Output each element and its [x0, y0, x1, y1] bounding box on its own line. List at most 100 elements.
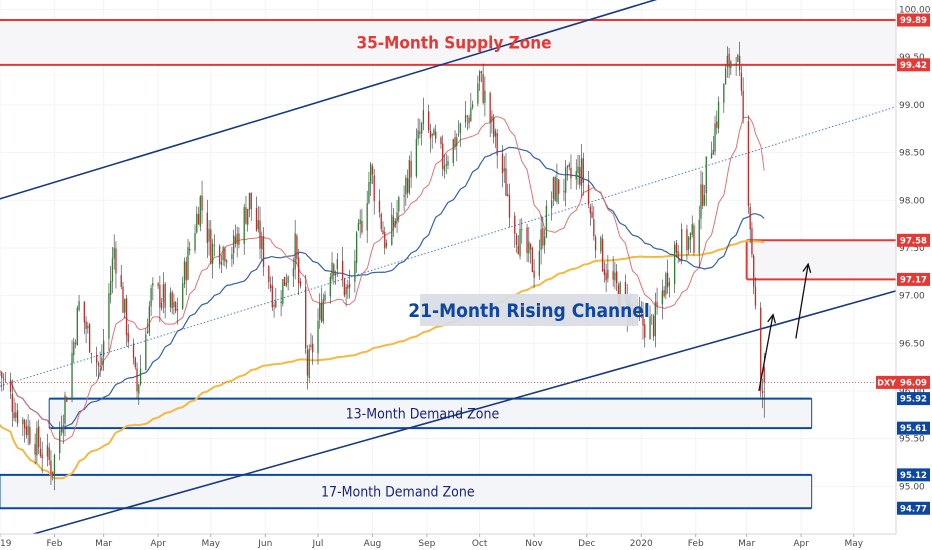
candle-body — [565, 167, 567, 193]
candle-body — [540, 229, 542, 250]
candle-body — [477, 83, 479, 104]
candle-body — [405, 177, 407, 195]
candle-body — [280, 301, 282, 304]
candle-body — [370, 164, 372, 184]
candle-body — [87, 325, 89, 329]
candle-body — [36, 427, 38, 456]
candle-body — [78, 301, 80, 310]
candle-body — [308, 349, 310, 378]
candle-body — [136, 368, 138, 392]
candle-body — [503, 168, 505, 172]
candle-body — [88, 324, 91, 353]
candle-body — [665, 273, 667, 295]
candle-body — [656, 301, 658, 307]
candle-body — [213, 244, 215, 246]
price-level-value: 97.17 — [900, 275, 927, 285]
candle-body — [194, 233, 196, 251]
candle-body — [673, 244, 676, 285]
x-tick-label: Aug — [364, 539, 382, 549]
candle-body — [310, 344, 312, 347]
candle-body — [496, 132, 498, 156]
candle-body — [4, 379, 6, 381]
candle-body — [160, 302, 163, 309]
candle-body — [257, 220, 259, 230]
candle-body — [501, 153, 504, 174]
candle-body — [612, 271, 614, 280]
x-tick-label: Sep — [418, 539, 435, 549]
time-axis-panel[interactable] — [0, 534, 932, 550]
candle-body — [138, 384, 140, 394]
price-axis-panel[interactable] — [896, 0, 932, 534]
candle-body — [575, 171, 577, 180]
candle-body — [589, 206, 591, 214]
candle-body — [382, 230, 384, 235]
candle-body — [110, 280, 112, 295]
x-tick-label: Apr — [793, 539, 809, 549]
candle-body — [521, 229, 523, 231]
candle-body — [691, 224, 693, 235]
candle-body — [568, 164, 570, 167]
price-level-tags: 99.89 99.42 97.58 97.17 95.92 95.61 95.12 94.77… — [876, 13, 930, 515]
price-level-tag — [897, 13, 930, 27]
candle-body — [456, 137, 458, 147]
candle-body — [169, 292, 172, 308]
candle-body — [751, 228, 753, 255]
last-price-value: 96.09 — [900, 378, 927, 388]
y-tick-label: 95.50 — [899, 435, 925, 445]
candle-body — [494, 130, 497, 137]
candle-body — [243, 207, 245, 244]
candle-body — [185, 261, 187, 281]
candle-body — [594, 236, 597, 251]
symbol-tag — [876, 375, 897, 389]
x-tick-label: Nov — [525, 539, 543, 549]
candle-body — [614, 272, 616, 281]
candle-body — [283, 276, 286, 286]
candle-body — [275, 300, 277, 308]
candle-body — [183, 261, 186, 285]
candle-body — [408, 159, 411, 193]
channel-lower-line — [33, 290, 897, 535]
price-level-value: 95.61 — [900, 424, 927, 434]
candle-body — [371, 166, 374, 175]
candle-body — [587, 184, 590, 205]
candle-body — [616, 271, 618, 284]
candle-body — [62, 425, 64, 434]
candle-body — [505, 168, 507, 196]
candle-body — [173, 301, 175, 307]
candle-body — [176, 309, 179, 311]
candle-body — [238, 233, 240, 245]
candle-body — [717, 101, 720, 129]
candle-body — [591, 212, 593, 218]
candle-body — [410, 160, 412, 178]
candle-body — [654, 302, 656, 336]
candle-body — [624, 281, 627, 295]
candle-body — [225, 260, 228, 263]
y-tick-label: 100.00 — [899, 6, 931, 16]
candle-body — [385, 242, 388, 247]
candle-body — [533, 270, 535, 278]
candle-body — [429, 130, 432, 139]
candle-body — [27, 425, 29, 436]
candle-body — [640, 314, 642, 316]
candle-body — [761, 391, 764, 394]
candle-body — [406, 178, 409, 193]
candle-body — [319, 303, 321, 320]
y-tick-label: 99.00 — [899, 101, 925, 111]
candle-body — [233, 235, 235, 254]
candle-body — [754, 286, 757, 306]
candle-body — [394, 220, 396, 226]
candle-body — [268, 266, 270, 283]
moving-average-50 — [9, 146, 765, 429]
price-level-value: 97.58 — [900, 236, 927, 246]
candle-body — [345, 286, 347, 295]
candle-body — [324, 294, 326, 301]
candle-body — [702, 184, 704, 207]
candle-body — [679, 258, 681, 262]
candle-body — [25, 426, 28, 435]
candle-body — [556, 177, 558, 202]
candle-body — [299, 281, 302, 286]
candle-body — [34, 444, 36, 455]
candle-body — [763, 367, 765, 383]
candle-body — [211, 243, 214, 265]
